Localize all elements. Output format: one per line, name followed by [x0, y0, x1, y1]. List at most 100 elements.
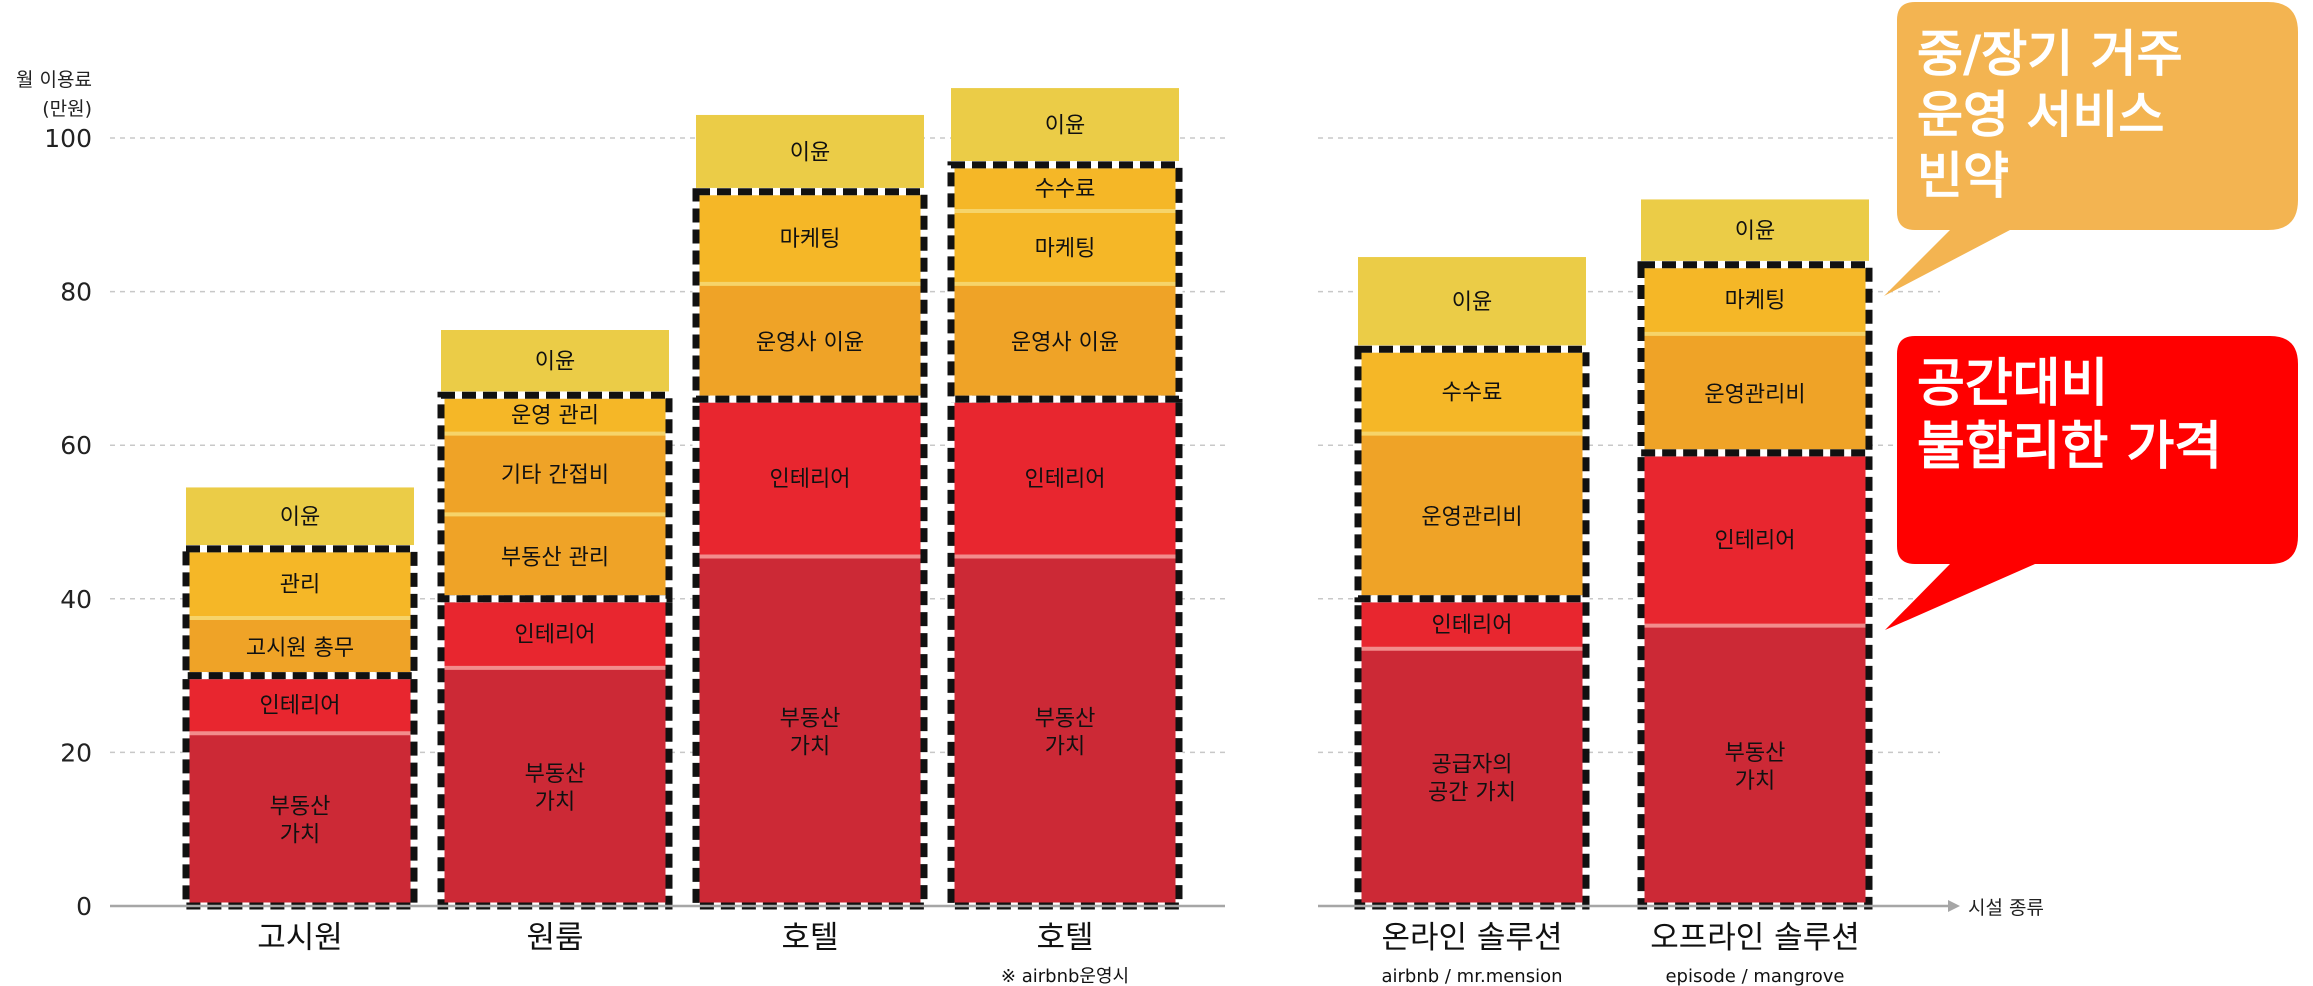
segment-label: 이윤: [1735, 219, 1775, 244]
segment-label: 인테리어: [260, 693, 341, 718]
segment-label: 기타 간접비: [501, 463, 609, 488]
category-sublabel: airbnb / mr.mension: [1381, 966, 1562, 986]
segment-label: 부동산 관리: [501, 546, 609, 571]
segment-label-line: 가치: [1045, 734, 1085, 759]
bar-segment: [1641, 333, 1869, 453]
y-tick-label: 0: [76, 892, 92, 921]
bar-segment: [441, 514, 669, 599]
y-tick-label: 20: [60, 738, 92, 767]
bar-segment: [441, 330, 669, 392]
segment-label-line: 고시원 총무: [246, 636, 354, 661]
segment-label-line: 이윤: [280, 505, 320, 530]
segment-label: 인테리어: [1025, 467, 1106, 492]
bar-segment: [441, 667, 669, 906]
segment-label: 인테리어: [770, 467, 851, 492]
bar-segment: [696, 399, 924, 557]
segment-label-line: 운영관리비: [1421, 505, 1522, 530]
segment-label-line: 가치: [535, 790, 575, 815]
segment-label-line: 가치: [790, 734, 830, 759]
callout-price-text: 공간대비 불합리한 가격: [1917, 353, 2222, 480]
group-box: [182, 545, 418, 680]
bar-segment: [441, 395, 669, 434]
segment-label-line: 운영사 이윤: [756, 331, 864, 356]
bar-segment: [1358, 598, 1586, 649]
segment-label-line: 인테리어: [1025, 467, 1106, 492]
segment-label: 수수료: [1442, 380, 1503, 405]
bar-segment: [1641, 264, 1869, 334]
bar-segment: [951, 88, 1179, 162]
y-axis-label: 월 이용료: [16, 69, 92, 91]
bar-segment: [696, 191, 924, 284]
category-label: 온라인 솔루션: [1382, 920, 1563, 956]
segment-label-line: 수수료: [1442, 380, 1503, 405]
segment-label: 이윤: [280, 505, 320, 530]
y-tick-label: 60: [60, 431, 92, 460]
segment-label-line: 관리: [280, 572, 320, 597]
bar-segment: [186, 548, 414, 618]
bar-segment: [1358, 349, 1586, 434]
y-tick-label: 40: [60, 585, 92, 614]
segment-label: 마케팅: [780, 227, 841, 252]
segment-label-line: 부동산: [1725, 741, 1786, 766]
bar-segment: [696, 556, 924, 906]
category-label: 고시원: [257, 920, 343, 956]
segment-label: 부동산 가치: [525, 762, 586, 815]
callout-operation-line-2: 운영 서비스: [1917, 86, 2165, 144]
segment-label-line: 인테리어: [1715, 528, 1796, 553]
segment-label-line: 수수료: [1035, 177, 1096, 202]
segment-label: 인테리어: [1432, 613, 1513, 638]
category-sublabel: ※ airbnb운영시: [1001, 966, 1129, 986]
segment-label: 부동산 가치: [1725, 741, 1786, 794]
segment-label: 공급자의 공간 가치: [1428, 752, 1516, 805]
segment-label-line: 부동산: [780, 706, 841, 731]
y-axis-unit-label: (만원): [42, 98, 92, 120]
segment-label-line: 이윤: [1735, 219, 1775, 244]
segment-label-line: 운영 관리: [511, 403, 599, 428]
segment-label: 이윤: [1045, 114, 1085, 139]
segment-label: 수수료: [1035, 177, 1096, 202]
group-box: [1637, 261, 1873, 457]
bar-1: 부동산 가치 인테리어 고시원 총무 관리 이윤: [182, 487, 418, 910]
y-tick-label: 80: [60, 278, 92, 307]
category-label: 호텔: [1036, 920, 1093, 956]
segment-label: 운영관리비: [1704, 382, 1805, 407]
bar-segment: [1641, 452, 1869, 626]
bar-5: 공급자의 공간 가치 인테리어 운영관리비 수수료 이윤: [1354, 257, 1590, 910]
segment-label-line: 부동산 관리: [501, 546, 609, 571]
category-sublabel: episode / mangrove: [1665, 966, 1844, 986]
group-box: [1354, 345, 1590, 603]
segment-label-line: 부동산: [1035, 706, 1096, 731]
segment-label: 마케팅: [1725, 288, 1786, 313]
bar-segment: [696, 114, 924, 188]
segment-label-line: 인테리어: [1432, 613, 1513, 638]
segment-label-line: 부동산: [270, 795, 331, 820]
segment-label: 운영 관리: [511, 403, 599, 428]
category-label: 원룸: [526, 920, 583, 956]
group-box: [692, 188, 928, 403]
segment-label-line: 마케팅: [780, 227, 841, 252]
segment-label: 운영사 이윤: [1011, 331, 1119, 356]
bar-segment: [951, 283, 1179, 400]
segment-label-line: 운영사 이윤: [1011, 331, 1119, 356]
segment-label-line: 인테리어: [260, 693, 341, 718]
bar-segment: [1358, 648, 1586, 906]
callout-operation-line-1: 중/장기 거주: [1917, 25, 2183, 83]
segment-label: 마케팅: [1035, 236, 1096, 261]
segment-label: 관리: [280, 572, 320, 597]
bar-segment: [951, 164, 1179, 211]
bar-segment: [951, 399, 1179, 557]
segment-label: 운영사 이윤: [756, 331, 864, 356]
segment-label: 이윤: [1452, 290, 1492, 315]
segment-label-line: 기타 간접비: [501, 463, 609, 488]
segment-label: 고시원 총무: [246, 636, 354, 661]
segment-label-line: 공급자의: [1432, 752, 1513, 777]
bar-segment: [441, 433, 669, 515]
bar-segment: [1358, 433, 1586, 599]
segment-label-line: 이윤: [790, 140, 830, 165]
group-box: [947, 161, 1183, 403]
segment-label-line: 운영관리비: [1704, 382, 1805, 407]
bar-segment: [1358, 257, 1586, 346]
